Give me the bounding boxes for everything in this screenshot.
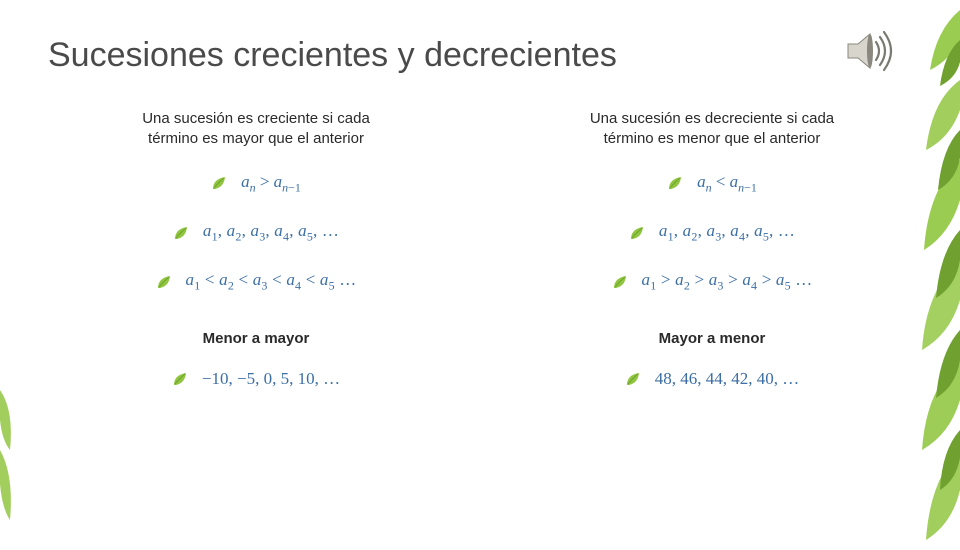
leaf-icon [629,225,645,241]
subtitle-decreciente: Mayor a menor [504,330,920,347]
sequence-row-creciente: a1, a2, a3, a4, a5, … [48,221,464,244]
chain-formula-creciente: a1 < a2 < a3 < a4 < a5 … [186,270,357,293]
decorative-left-leaves [0,380,14,540]
leaf-icon [156,274,172,290]
leaf-icon [667,175,683,191]
slide-title: Sucesiones crecientes y decrecientes [48,36,920,75]
speaker-audio-icon[interactable] [842,24,896,78]
example-row-creciente: −10, −5, 0, 5, 10, … [48,369,464,389]
leaf-icon [612,274,628,290]
chain-formula-decreciente: a1 > a2 > a3 > a4 > a5 … [642,270,813,293]
leaf-icon [172,371,188,387]
decorative-right-leaves [906,0,960,550]
relation-formula-decreciente: an < an−1 [697,172,757,195]
sequence-formula: a1, a2, a3, a4, a5, … [203,221,339,244]
example-creciente: −10, −5, 0, 5, 10, … [202,369,340,389]
chain-row-decreciente: a1 > a2 > a3 > a4 > a5 … [504,270,920,293]
leaf-icon [625,371,641,387]
example-decreciente: 48, 46, 44, 42, 40, … [655,369,800,389]
relation-formula-creciente: an > an−1 [241,172,301,195]
sequence-formula: a1, a2, a3, a4, a5, … [659,221,795,244]
sequence-row-decreciente: a1, a2, a3, a4, a5, … [504,221,920,244]
relation-row-creciente: an > an−1 [48,172,464,195]
definition-decreciente: Una sucesión es decreciente si cada térm… [587,109,837,150]
chain-row-creciente: a1 < a2 < a3 < a4 < a5 … [48,270,464,293]
subtitle-creciente: Menor a mayor [48,330,464,347]
leaf-icon [211,175,227,191]
relation-row-decreciente: an < an−1 [504,172,920,195]
column-creciente: Una sucesión es creciente si cada términ… [48,109,464,415]
definition-creciente: Una sucesión es creciente si cada términ… [126,109,386,150]
leaf-icon [173,225,189,241]
column-decreciente: Una sucesión es decreciente si cada térm… [504,109,920,415]
example-row-decreciente: 48, 46, 44, 42, 40, … [504,369,920,389]
